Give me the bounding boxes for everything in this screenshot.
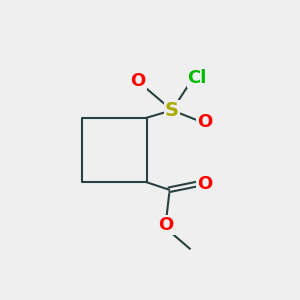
Text: S: S xyxy=(165,101,179,120)
Text: O: O xyxy=(159,216,174,234)
Text: O: O xyxy=(197,175,212,193)
Text: O: O xyxy=(130,72,146,90)
Text: O: O xyxy=(197,113,212,131)
Text: Cl: Cl xyxy=(188,69,207,87)
